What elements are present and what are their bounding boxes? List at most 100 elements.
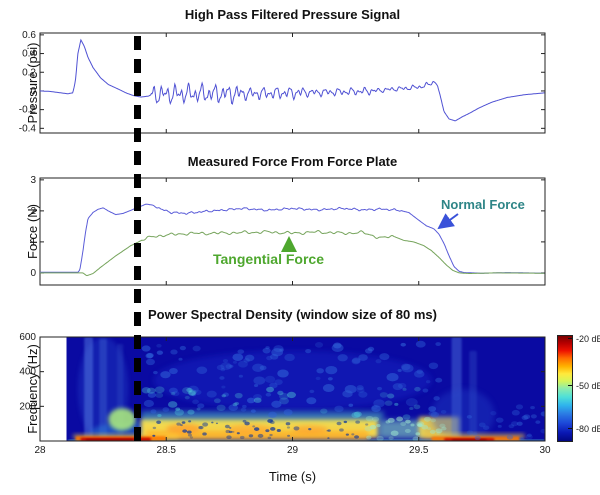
psd-speckle [285, 422, 291, 426]
psd-speckle [265, 429, 270, 433]
psd-speckle [197, 403, 205, 409]
psd-speckle [334, 405, 344, 413]
psd-speckle [426, 380, 431, 384]
psd-speckle [511, 409, 520, 416]
psd-y-axis-label: Frequency (Hz) [25, 344, 40, 434]
psd-speckle [466, 415, 472, 419]
psd-feature-blob [166, 423, 202, 435]
psd-speckle [242, 419, 247, 423]
psd-speckle [242, 404, 247, 409]
psd-speckle [240, 407, 247, 412]
psd-speckle [440, 409, 447, 414]
psd-speckle [530, 406, 535, 410]
psd-speckle [373, 399, 385, 408]
psd-speckle [156, 420, 162, 424]
psd-speckle [525, 434, 533, 440]
psd-speckle [283, 409, 293, 416]
psd-speckle [390, 430, 399, 436]
colorbar [557, 335, 573, 442]
psd-speckle [316, 368, 324, 374]
psd-speckle [270, 353, 279, 360]
psd-feature-band [141, 411, 384, 421]
pressure-plot-title: High Pass Filtered Pressure Signal [184, 7, 401, 22]
psd-speckle [333, 342, 342, 349]
y-tick-label: 0.2 [22, 67, 36, 78]
psd-speckle [327, 429, 331, 432]
psd-speckle [225, 364, 233, 369]
psd-speckle [252, 363, 264, 372]
psd-speckle [188, 385, 199, 394]
psd-speckle [216, 364, 225, 371]
psd-speckle [253, 393, 263, 401]
psd-speckle [182, 429, 188, 433]
psd-speckle [168, 387, 178, 394]
psd-speckle [286, 426, 291, 429]
psd-speckle [387, 417, 395, 423]
psd-speckle [435, 377, 443, 383]
psd-speckle [259, 365, 267, 371]
psd-speckle [222, 358, 229, 363]
psd-speckle [415, 340, 426, 348]
psd-speckle [523, 414, 531, 420]
psd-speckle [266, 355, 273, 361]
psd-speckle [343, 420, 348, 424]
psd-speckle [478, 422, 486, 428]
psd-speckle [409, 406, 414, 411]
psd-speckle [506, 435, 514, 440]
colorbar-tick-label: -80 dB [576, 424, 600, 435]
psd-speckle [430, 411, 440, 418]
psd-speckle [397, 382, 407, 389]
psd-speckle [228, 404, 238, 411]
psd-speckle [270, 427, 276, 431]
psd-speckle [187, 430, 192, 434]
psd-speckle [511, 421, 519, 427]
psd-speckle [192, 399, 199, 405]
psd-speckle [146, 352, 154, 358]
psd-speckle [405, 398, 418, 407]
x-tick-label: 29.5 [409, 445, 429, 456]
psd-speckle [191, 392, 197, 397]
psd-speckle [221, 394, 226, 398]
psd-speckle [540, 411, 545, 417]
psd-speckle [385, 420, 391, 424]
psd-speckle [516, 421, 523, 426]
psd-speckle [428, 406, 437, 412]
psd-speckle [269, 433, 273, 437]
psd-speckle [286, 391, 296, 399]
psd-speckle [521, 415, 529, 421]
psd-speckle [277, 390, 284, 396]
psd-speckle [279, 397, 289, 405]
psd-speckle [150, 409, 157, 414]
psd-speckle [293, 426, 300, 431]
psd-speckle [366, 435, 372, 440]
psd-speckle [427, 427, 432, 431]
psd-speckle [413, 404, 421, 410]
colorbar-tick [568, 428, 572, 430]
psd-image-group [66, 337, 545, 441]
psd-speckle [519, 437, 524, 441]
axes-box-plot2 [39, 177, 546, 286]
psd-speckle [254, 427, 260, 431]
psd-speckle [277, 369, 289, 378]
psd-speckle [435, 342, 441, 347]
psd-speckle [229, 427, 232, 429]
psd-feature-blob [226, 424, 273, 435]
psd-speckle [171, 390, 180, 397]
psd-speckle [279, 348, 285, 352]
psd-speckle [508, 424, 515, 429]
force-y-axis-label: Force (N) [25, 204, 40, 259]
psd-speckle [162, 407, 170, 412]
psd-speckle [396, 416, 404, 422]
psd-speckle [314, 342, 324, 348]
x-tick-label: 28.5 [157, 445, 177, 456]
colorbar-tick [568, 338, 572, 340]
y-tick-label: 200 [19, 401, 36, 412]
psd-speckle [232, 402, 238, 407]
psd-feature-vstreak [99, 338, 107, 441]
psd-speckle [232, 360, 238, 364]
series-line-tangential-force [40, 229, 545, 277]
psd-speckle [379, 353, 390, 361]
psd-speckle [392, 383, 403, 391]
psd-speckle [322, 384, 335, 393]
psd-speckle [397, 369, 402, 372]
